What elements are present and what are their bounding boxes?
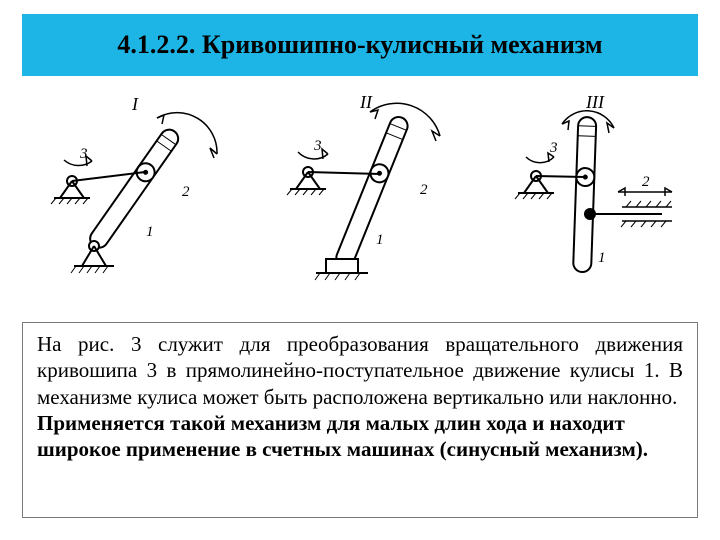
body-text-box: На рис. 3 служит для преобразования вращ… <box>22 322 698 518</box>
variant-2: II <box>287 92 440 280</box>
svg-text:2: 2 <box>420 182 428 198</box>
svg-text:3: 3 <box>79 146 88 162</box>
svg-text:1: 1 <box>376 232 384 248</box>
svg-text:2: 2 <box>182 184 190 200</box>
title-banner: 4.1.2.2. Кривошипно-кулисный механизм <box>22 14 698 76</box>
svg-text:1: 1 <box>598 250 606 266</box>
svg-text:2: 2 <box>642 174 650 190</box>
roman-label: III <box>585 92 605 112</box>
variant-1: I <box>51 94 217 273</box>
mechanism-figure: I <box>22 88 698 308</box>
body-paragraph-1: На рис. 3 служит для преобразования вращ… <box>37 331 683 410</box>
svg-text:3: 3 <box>313 138 322 154</box>
page-title: 4.1.2.2. Кривошипно-кулисный механизм <box>117 30 602 60</box>
svg-text:1: 1 <box>146 224 154 240</box>
roman-label: I <box>131 94 139 114</box>
roman-label: II <box>359 92 373 112</box>
body-paragraph-2: Применяется такой механизм для малых дли… <box>37 410 683 463</box>
variant-3: III <box>515 92 672 272</box>
svg-text:3: 3 <box>549 140 558 156</box>
